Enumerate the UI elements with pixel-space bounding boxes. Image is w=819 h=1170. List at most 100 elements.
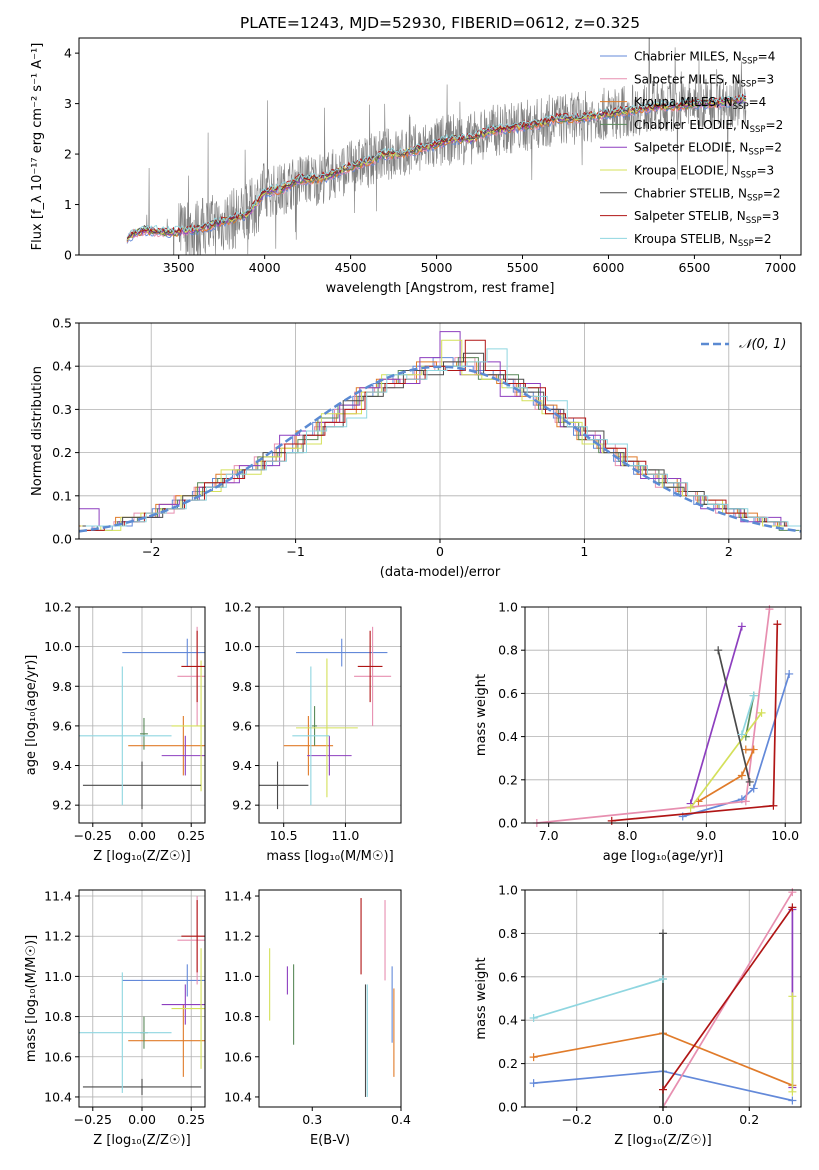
massweight-vs-age-marker-1-1 [741, 797, 750, 806]
massweight-vs-Z-line-7 [662, 906, 794, 1091]
mass-vs-EBV-ytick-label-1: 10.6 [224, 1049, 252, 1064]
mass-vs-Z-ylabel: mass [log₁₀(M/M☉)] [24, 935, 39, 1062]
spectrum-xtick-label-6: 6500 [679, 260, 711, 275]
mass-vs-Z-ytick-label-4: 11.2 [44, 929, 72, 944]
age-vs-mass-xtick-label-1: 11.0 [332, 828, 360, 843]
residuals-panel: −2 −1 0 1 2 0.0 0.1 0.2 0.3 0.4 0.5 (data-model)/er… [30, 316, 802, 580]
age-vs-Z-xlabel: Z [log₁₀(Z/Z☉)] [93, 849, 190, 864]
massweight-vs-age-ytick-label-2: 0.4 [498, 729, 518, 744]
spectrum-xtick-label-7: 7000 [764, 260, 796, 275]
massweight-vs-age-marker-0-2 [749, 784, 758, 793]
mass-vs-metallicity-panel: −0.25 0.00 0.25 10.4 10.6 10.8 11.0 11.2 11.4 Z [… [24, 889, 206, 1148]
massweight-vs-age-xtick-label-2: 9.0 [696, 828, 716, 843]
massweight-vs-Z-ytick-label-3: 0.6 [498, 969, 518, 984]
residuals-xtick-label-3: 1 [580, 544, 588, 559]
residuals-ytick-label-0: 0.0 [52, 532, 72, 547]
massweight-vs-Z-marker-2-0 [529, 1053, 538, 1062]
age-vs-Z-xtick-label-2: 0.25 [177, 828, 205, 843]
residuals-plot-area [79, 331, 801, 533]
residuals-ylabel: Normed distribution [30, 366, 45, 496]
age-vs-mass-ytick-label-2: 9.6 [232, 718, 252, 733]
mass-vs-EBV-ytick-label-0: 10.4 [224, 1089, 252, 1104]
massweight-vs-metallicity-panel: −0.2 0.0 0.2 0.0 0.2 0.4 0.6 0.8 1.0 Z [log₁₀(Z/Z… [474, 883, 802, 1148]
age-vs-mass-ytick-label-0: 9.2 [232, 798, 252, 813]
mass-vs-Z-xlabel: Z [log₁₀(Z/Z☉)] [93, 1133, 190, 1148]
spectrum-xtick-label-3: 5000 [421, 260, 453, 275]
massweight-vs-age-marker-2-3 [741, 745, 750, 754]
massweight-vs-age-line-5 [689, 712, 763, 809]
age-vs-mass-ytick-label-4: 10.0 [224, 639, 252, 654]
mass-vs-EBV-ytick-label-4: 11.2 [224, 929, 252, 944]
age-vs-mass-panel: 10.5 11.0 9.2 9.4 9.6 9.8 10.0 10.2 mass [log₁₀(… [224, 600, 402, 864]
spectrum-legend-label-4: Salpeter ELODIE, NSSP=2 [634, 141, 782, 158]
spectrum-legend-label-3: Chabrier ELODIE, NSSP=2 [634, 118, 783, 135]
mass-vs-ebv-panel: 0.3 0.4 10.4 10.6 10.8 11.0 11.2 11.4 E(B-V) [224, 889, 411, 1148]
histogram-3 [79, 357, 800, 531]
massweight-vs-age-marker-7-1 [769, 801, 778, 810]
massweight-vs-Z-xlabel: Z [log₁₀(Z/Z☉)] [614, 1133, 711, 1148]
spectrum-frame [78, 37, 802, 256]
massweight-vs-Z-xtick-label-0: −0.2 [562, 1112, 592, 1127]
massweight-vs-age-line-6 [717, 650, 751, 783]
mass-vs-Z-ytick-label-0: 10.4 [44, 1089, 72, 1104]
mass-vs-Z-ytick-label-5: 11.4 [44, 889, 72, 904]
massweight-vs-Z-xtick-label-2: 0.2 [739, 1112, 759, 1127]
mass-vs-Z-xtick-label-2: 0.25 [177, 1112, 205, 1127]
massweight-vs-age-line-0 [682, 673, 791, 818]
age-vs-Z-ytick-label-1: 9.4 [52, 758, 72, 773]
mass-vs-EBV-ytick-label-2: 10.8 [224, 1009, 252, 1024]
age-vs-Z-ytick-label-4: 10.0 [44, 639, 72, 654]
mass-vs-EBV-xtick-label-0: 0.3 [302, 1112, 322, 1127]
residuals-ytick-label-3: 0.3 [52, 402, 72, 417]
mass-vs-Z-ytick-label-1: 10.6 [44, 1049, 72, 1064]
age-vs-Z-plot-area [79, 626, 205, 810]
mass-vs-Z-ytick-label-3: 11.0 [44, 969, 72, 984]
mass-vs-EBV-xlabel: E(B-V) [310, 1133, 350, 1148]
massweight-vs-Z-marker-7-0 [659, 1085, 667, 1094]
massweight-vs-age-xtick-label-1: 8.0 [618, 828, 638, 843]
massweight-vs-Z-ytick-label-5: 1.0 [498, 883, 518, 898]
massweight-vs-age-marker-2-1 [737, 771, 746, 780]
age-vs-mass-frame [258, 606, 402, 824]
spectrum-xtick-label-4: 5500 [507, 260, 539, 275]
age-vs-mass-ytick-label-3: 9.8 [232, 679, 252, 694]
spectrum-xtick-label-5: 6000 [593, 260, 625, 275]
spectrum-xtick-label-2: 4500 [335, 260, 367, 275]
age-vs-Z-ytick-label-2: 9.6 [52, 718, 72, 733]
massweight-vs-age-ytick-label-4: 0.8 [498, 643, 518, 658]
mass-vs-Z-xtick-label-0: −0.25 [74, 1112, 112, 1127]
age-vs-Z-ytick-label-0: 9.2 [52, 798, 72, 813]
massweight-vs-age-frame [524, 606, 802, 824]
massweight-vs-Z-plot-area [529, 888, 797, 1111]
spectrum-ytick-label-0: 0 [64, 248, 72, 263]
massweight-vs-Z-marker-7-1 [788, 903, 797, 912]
spectrum-xtick-label-1: 4000 [249, 260, 281, 275]
massweight-vs-age-xlabel: age [log₁₀(age/yr)] [603, 849, 724, 864]
age-vs-mass-ytick-label-5: 10.2 [224, 600, 252, 615]
massweight-vs-Z-ytick-label-1: 0.2 [498, 1056, 518, 1071]
massweight-vs-age-marker-8-1 [749, 691, 758, 700]
residuals-ytick-label-4: 0.4 [52, 359, 72, 374]
massweight-vs-age-marker-6-0 [714, 646, 723, 655]
residuals-legend-label: 𝒩(0, 1) [739, 337, 786, 352]
histogram-6 [82, 352, 801, 527]
spectrum-legend-label-5: Kroupa ELODIE, NSSP=3 [634, 164, 774, 181]
histogram-8 [85, 348, 801, 527]
massweight-vs-age-marker-6-1 [745, 777, 754, 786]
massweight-vs-Z-marker-8-1 [659, 974, 667, 983]
spectrum-legend-label-1: Salpeter MILES, NSSP=3 [634, 72, 774, 89]
massweight-vs-age-plot-area [532, 605, 794, 827]
massweight-vs-Z-marker-6-1 [659, 929, 667, 938]
massweight-vs-Z-marker-8-0 [529, 1014, 538, 1023]
massweight-vs-Z-ylabel: mass weight [474, 957, 489, 1039]
massweight-vs-age-ytick-label-5: 1.0 [498, 600, 518, 615]
massweight-vs-age-marker-5-0 [686, 803, 695, 812]
spectrum-ytick-label-2: 2 [64, 147, 72, 162]
mass-vs-EBV-ytick-label-5: 11.4 [224, 889, 252, 904]
massweight-vs-age-marker-1-2 [765, 605, 774, 614]
spectrum-xtick-label-0: 3500 [163, 260, 195, 275]
massweight-vs-age-marker-0-3 [785, 669, 794, 678]
age-vs-mass-xlabel: mass [log₁₀(M/M☉)] [266, 849, 393, 864]
age-vs-Z-ytick-label-3: 9.8 [52, 679, 72, 694]
